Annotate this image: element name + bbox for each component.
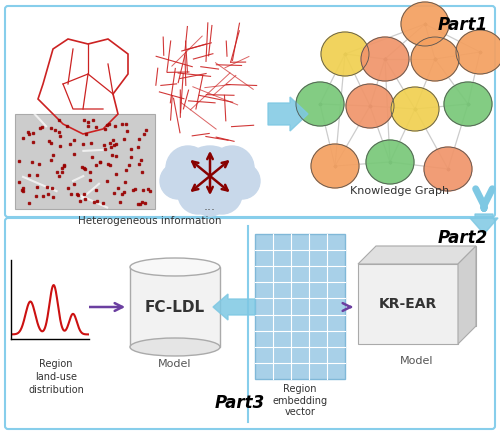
Ellipse shape (321, 32, 369, 76)
Ellipse shape (411, 37, 459, 81)
Text: KR-EAR: KR-EAR (379, 297, 437, 311)
Text: ...: ... (204, 200, 216, 213)
FancyBboxPatch shape (130, 267, 220, 347)
Text: Model: Model (158, 359, 192, 369)
Ellipse shape (391, 87, 439, 131)
Ellipse shape (444, 82, 492, 126)
Text: Heterogeneous information: Heterogeneous information (78, 216, 222, 226)
Circle shape (192, 180, 228, 216)
FancyBboxPatch shape (5, 218, 495, 429)
Ellipse shape (361, 37, 409, 81)
Circle shape (210, 146, 254, 190)
Ellipse shape (366, 140, 414, 184)
Ellipse shape (311, 144, 359, 188)
Circle shape (160, 163, 196, 199)
FancyBboxPatch shape (5, 6, 495, 217)
Text: Part3: Part3 (215, 394, 265, 412)
Ellipse shape (296, 82, 344, 126)
Text: Part1: Part1 (438, 16, 488, 34)
Ellipse shape (401, 2, 449, 46)
Text: Region
embedding
vector: Region embedding vector (272, 384, 328, 417)
Text: FC-LDL: FC-LDL (145, 299, 205, 315)
Ellipse shape (346, 84, 394, 128)
Polygon shape (358, 246, 476, 264)
FancyBboxPatch shape (358, 264, 458, 344)
FancyArrow shape (213, 294, 255, 320)
FancyBboxPatch shape (255, 234, 345, 379)
Text: Region
land-use
distribution: Region land-use distribution (28, 359, 84, 395)
Circle shape (178, 174, 218, 214)
Circle shape (202, 174, 242, 214)
Circle shape (166, 146, 210, 190)
Circle shape (224, 163, 260, 199)
Text: Knowledge Graph: Knowledge Graph (350, 186, 450, 196)
Ellipse shape (456, 30, 500, 74)
Text: Part2: Part2 (438, 229, 488, 247)
FancyBboxPatch shape (15, 114, 155, 209)
Ellipse shape (424, 147, 472, 191)
FancyArrow shape (470, 214, 498, 234)
Ellipse shape (130, 258, 220, 276)
Circle shape (180, 146, 240, 206)
FancyArrow shape (268, 97, 308, 131)
Text: Model: Model (400, 356, 434, 366)
Ellipse shape (130, 338, 220, 356)
Polygon shape (458, 246, 476, 344)
Polygon shape (376, 246, 476, 326)
